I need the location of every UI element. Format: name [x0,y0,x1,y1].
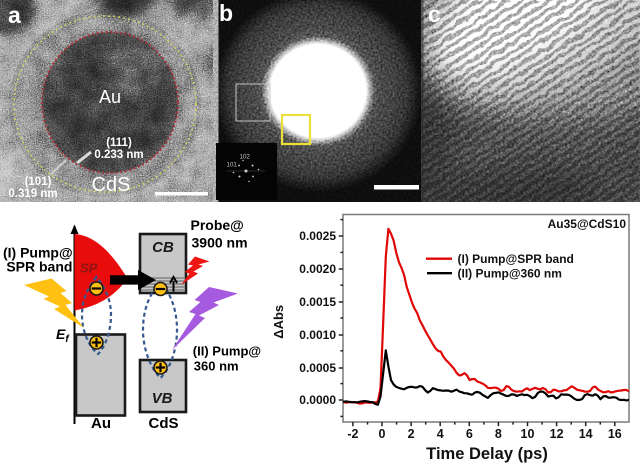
svg-text:101: 101 [227,162,238,169]
svg-text:CdS: CdS [149,415,179,432]
svg-text:(I) Pump@: (I) Pump@ [3,244,73,260]
svg-text:(II) Pump@: (II) Pump@ [193,344,261,359]
svg-text:360 nm: 360 nm [194,359,239,374]
svg-text:Ef: Ef [56,326,70,345]
svg-text:0.0025: 0.0025 [299,229,336,243]
svg-text:6: 6 [466,427,473,441]
svg-text:-2: -2 [347,427,358,441]
svg-text:Au: Au [91,415,111,432]
svg-text:a: a [8,2,21,28]
svg-text:0.0010: 0.0010 [299,328,336,342]
svg-text:2: 2 [408,427,415,441]
svg-text:102: 102 [240,154,251,161]
svg-text:4: 4 [437,427,444,441]
svg-text:0.0015: 0.0015 [299,295,336,309]
svg-text:14: 14 [579,427,593,441]
svg-text:0: 0 [379,427,386,441]
svg-text:Au: Au [99,87,121,107]
svg-text:c: c [428,1,441,27]
svg-text:8: 8 [495,427,502,441]
svg-text:0.233 nm: 0.233 nm [94,149,143,161]
svg-text:b: b [219,0,233,26]
svg-text:SPR band: SPR band [6,259,72,275]
svg-text:CB: CB [152,239,174,256]
svg-text:SP: SP [80,261,98,276]
svg-text:Time Delay (ps): Time Delay (ps) [426,445,548,463]
svg-text:0.0020: 0.0020 [299,262,336,276]
svg-text:(II) Pump@360 nm: (II) Pump@360 nm [458,267,562,281]
svg-text:(111): (111) [106,137,132,149]
svg-text:3900 nm: 3900 nm [192,235,248,251]
svg-text:Au35@CdS10: Au35@CdS10 [548,217,627,231]
svg-text:(I) Pump@SPR band: (I) Pump@SPR band [458,252,574,266]
svg-text:0.319 nm: 0.319 nm [8,188,57,200]
svg-text:ΔAbs: ΔAbs [271,305,286,339]
svg-text:16: 16 [608,427,622,441]
svg-text:12: 12 [550,427,564,441]
svg-text:Probe@: Probe@ [191,217,244,233]
svg-text:0.0000: 0.0000 [299,393,336,407]
svg-text:10: 10 [521,427,535,441]
svg-text:0.0005: 0.0005 [299,361,336,375]
svg-text:VB: VB [152,390,173,407]
svg-text:CdS: CdS [92,174,131,196]
svg-text:(101): (101) [25,176,52,188]
